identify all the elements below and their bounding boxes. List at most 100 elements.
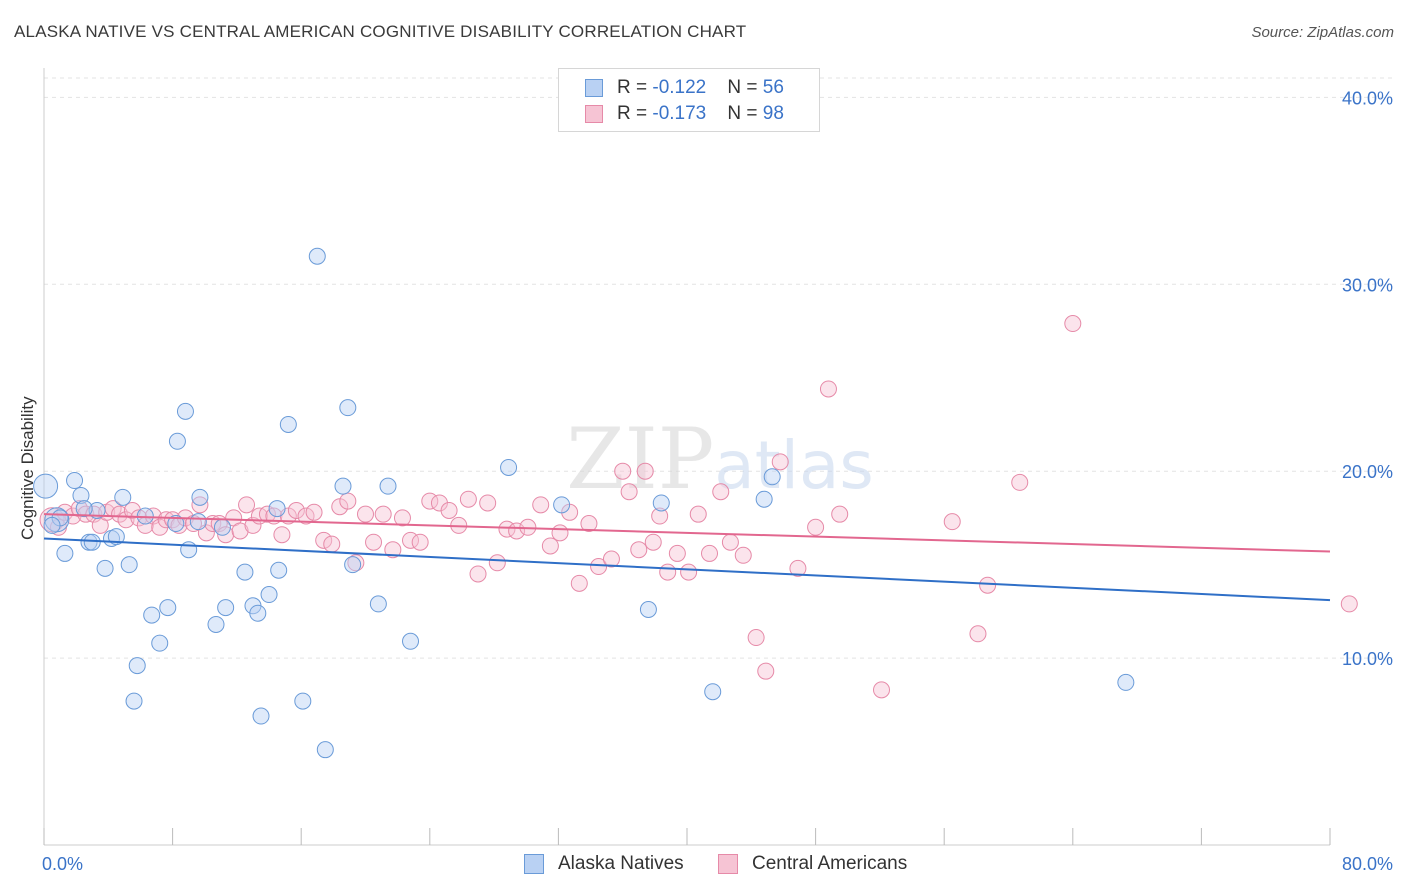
central-americans-point [551, 524, 569, 542]
central-americans-point [636, 462, 654, 480]
alaska-natives-point [180, 541, 198, 559]
legend-label: Alaska Natives [558, 853, 684, 874]
alaska-natives-point [270, 561, 288, 579]
alaska-natives-point [217, 599, 235, 617]
central-americans-point [701, 544, 719, 562]
central-americans-point [873, 681, 891, 699]
y-tick-labels: 10.0% 20.0% 30.0% 40.0% [1342, 88, 1393, 669]
central-americans-point [244, 516, 262, 534]
central-americans-point [339, 492, 357, 510]
alaska-natives-point [43, 516, 61, 534]
central-americans-point [680, 563, 698, 581]
central-americans-point [747, 629, 765, 647]
alaska-natives-point [88, 501, 106, 519]
central-americans-point [305, 503, 323, 521]
alaska-natives-point [207, 615, 225, 633]
r-value: -0.173 [652, 103, 707, 124]
alaska-natives-point [191, 488, 209, 506]
legend-row-text: R = -0.173 N = 98 [617, 103, 784, 125]
alaska-natives-point [268, 500, 286, 518]
alaska-natives-point [252, 707, 270, 725]
central-americans-point [323, 535, 341, 553]
alaska-natives-point [369, 595, 387, 613]
central-americans-point [532, 496, 550, 514]
alaska-natives-point [128, 657, 146, 675]
central-americans-point [384, 541, 402, 559]
central-americans-point [374, 505, 392, 523]
watermark-zip: ZIP [566, 410, 714, 508]
alaska-natives-point [755, 490, 773, 508]
legend-row-text: R = -0.122 N = 56 [617, 77, 784, 99]
central-americans-point [1011, 473, 1029, 491]
alaska-natives-point [33, 473, 59, 499]
alaska-natives-point [316, 741, 334, 759]
central-americans-point [238, 496, 256, 514]
alaska-natives-point [189, 513, 207, 531]
central-americans-trendline [43, 513, 1331, 553]
r-label: R = [617, 77, 653, 98]
central-americans-point [689, 505, 707, 523]
r-value: -0.122 [652, 77, 707, 98]
central-americans-point [943, 513, 961, 531]
y-tick-label: 30.0% [1342, 275, 1393, 295]
watermark: ZIPatlas [566, 410, 874, 508]
central-americans-point [570, 574, 588, 592]
central-americans-point [157, 511, 175, 529]
x-tick-labels: 0.0% 80.0% [42, 854, 1393, 874]
central-americans-point [411, 533, 429, 551]
central-americans-point [1340, 595, 1358, 613]
central-americans-point [469, 565, 487, 583]
central-americans-point [757, 662, 775, 680]
alaska-natives-point [66, 472, 84, 490]
watermark-atlas: atlas [714, 427, 874, 504]
central-americans-point [807, 518, 825, 536]
central-americans-point [651, 507, 669, 525]
central-americans-point [712, 483, 730, 501]
alaska-natives-point [344, 556, 362, 574]
r-label: R = [617, 103, 653, 124]
alaska-natives-point [652, 494, 670, 512]
alaska-natives-point [72, 486, 90, 504]
alaska-natives-point [114, 488, 132, 506]
alaska-natives-point [500, 458, 518, 476]
central-americans-point [459, 490, 477, 508]
alaska-natives-point [83, 533, 101, 551]
central-americans-point [721, 533, 739, 551]
central-americans-point [488, 554, 506, 572]
alaska-natives-point [168, 432, 186, 450]
alaska-natives-trendline [43, 537, 1331, 602]
alaska-natives-point [379, 477, 397, 495]
alaska-natives-point [334, 477, 352, 495]
y-axis-label: Cognitive Disability [18, 396, 37, 540]
central-americans-point [630, 541, 648, 559]
central-americans-point [602, 550, 620, 568]
alaska-natives-swatch [524, 854, 544, 874]
alaska-natives-point [213, 518, 231, 536]
central-americans-point [969, 625, 987, 643]
alaska-natives-point [553, 496, 571, 514]
alaska-natives-point [125, 692, 143, 710]
alaska-natives-point [704, 683, 722, 701]
alaska-natives-point [763, 468, 781, 486]
legend-item-central-americans[interactable]: Central Americans [718, 852, 907, 876]
alaska-natives-point [167, 515, 185, 533]
alaska-natives-point [151, 634, 169, 652]
alaska-natives-point [107, 528, 125, 546]
central-americans-point [979, 576, 997, 594]
alaska-natives-point [120, 556, 138, 574]
central-americans-point [365, 533, 383, 551]
alaska-natives-point [339, 399, 357, 417]
central-americans-swatch [585, 105, 603, 123]
central-americans-point [789, 559, 807, 577]
central-americans-point [644, 533, 662, 551]
x-tick-label: 80.0% [1342, 854, 1393, 874]
central-americans-point [771, 453, 789, 471]
central-americans-point [479, 494, 497, 512]
central-americans-point [580, 515, 598, 533]
alaska-natives-point [143, 606, 161, 624]
central-americans-point [315, 531, 333, 549]
alaska-natives-point [260, 586, 278, 604]
central-americans-points [39, 315, 1358, 699]
legend-item-alaska-natives[interactable]: Alaska Natives [524, 852, 684, 876]
